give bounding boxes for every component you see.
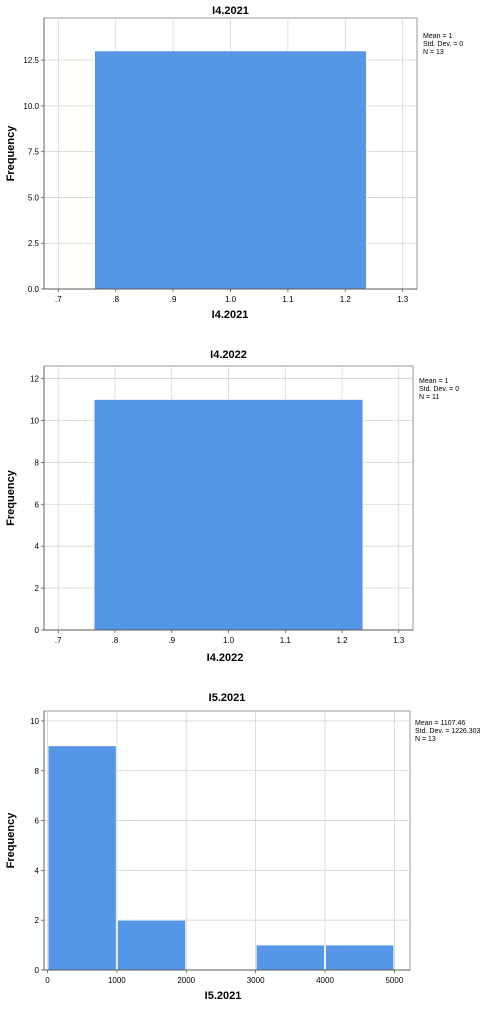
y-tick-label: 2.5: [28, 239, 40, 248]
x-axis-label: I5.2021: [205, 990, 242, 1002]
y-tick-label: 6: [35, 817, 40, 826]
x-tick-label: 1.0: [225, 295, 237, 304]
x-tick-label: 1.3: [397, 295, 409, 304]
stats-line: Std. Dev. = 0: [419, 386, 459, 393]
stats-line: N = 11: [419, 394, 439, 401]
stats-line: N = 13: [423, 49, 444, 56]
y-tick-label: 0: [35, 626, 40, 635]
x-tick-label: 3000: [247, 976, 265, 985]
y-tick-label: 4: [35, 542, 40, 551]
y-tick-label: 0: [35, 966, 40, 975]
x-tick-label: .8: [112, 636, 119, 645]
y-tick-label: 5.0: [28, 193, 40, 202]
histogram-panel-2: 0 2 4 6 8 10 12 .7 .8 .9 1.0 1.1 1.2 1.3 I4.2022 I4.202…: [5, 349, 459, 664]
y-tick-label: 8: [35, 458, 40, 467]
x-tick-label: 4000: [316, 976, 334, 985]
x-tick-label: 0: [45, 976, 50, 985]
x-tick-label: .7: [55, 295, 62, 304]
y-tick-label: 4: [35, 866, 40, 875]
x-tick-label: 2000: [177, 976, 195, 985]
histogram-bar: [47, 745, 117, 971]
y-tick-label: 0.0: [28, 285, 40, 294]
stats-line: Mean = 1: [419, 378, 448, 385]
stats-line: Std. Dev. = 1226.303: [415, 728, 481, 735]
x-tick-label: .7: [55, 636, 62, 645]
x-tick-label: 5000: [385, 976, 403, 985]
y-tick-label: 8: [35, 767, 40, 776]
histogram-bar: [94, 50, 367, 290]
chart-title: I4.2022: [210, 349, 247, 361]
histogram-panel-1: 0.0 2.5 5.0 7.5 10.0 12.5 .7 .8 .9 1.0 1.1 1.2 1.3 I4…: [5, 5, 463, 321]
x-axis-label: I4.2022: [207, 652, 244, 664]
stats-line: N = 13: [415, 736, 436, 743]
x-tick-label: .9: [168, 636, 175, 645]
histogram-bar: [256, 944, 325, 971]
histogram-bar: [325, 944, 394, 971]
x-tick-label: 1000: [108, 976, 126, 985]
y-tick-label: 10: [30, 416, 39, 425]
y-tick-label: 12: [30, 375, 39, 384]
x-tick-label: 1.1: [280, 636, 292, 645]
y-tick-label: 10.0: [23, 102, 39, 111]
y-tick-label: 2: [35, 584, 40, 593]
stats-line: Mean = 1107.46: [415, 720, 465, 727]
x-tick-label: 1.2: [340, 295, 352, 304]
y-tick-label: 10: [30, 717, 39, 726]
histogram-bar: [117, 919, 186, 971]
chart-title: I5.2021: [209, 692, 246, 704]
histogram-panel-3: 0 2 4 6 8 10 0 1000 2000 3000 4000 5000 I5.2021 I5.20…: [5, 692, 481, 1002]
x-tick-label: 1.2: [336, 636, 348, 645]
y-tick-label: 12.5: [23, 56, 39, 65]
stats-line: Std. Dev. = 0: [423, 41, 463, 48]
x-tick-label: 1.3: [393, 636, 405, 645]
y-axis-label: Frequency: [5, 125, 17, 182]
y-axis-label: Frequency: [5, 469, 17, 526]
x-axis-label: I4.2021: [212, 309, 249, 321]
x-tick-label: 1.0: [223, 636, 235, 645]
stats-line: Mean = 1: [423, 33, 452, 40]
chart-title: I4.2021: [212, 5, 249, 17]
y-tick-label: 6: [35, 500, 40, 509]
y-tick-label: 7.5: [28, 148, 40, 157]
y-tick-label: 2: [35, 916, 40, 925]
y-axis-label: Frequency: [5, 812, 17, 869]
x-tick-label: .9: [170, 295, 177, 304]
x-tick-label: 1.1: [282, 295, 294, 304]
x-tick-label: .8: [112, 295, 119, 304]
histogram-bar: [93, 399, 364, 631]
